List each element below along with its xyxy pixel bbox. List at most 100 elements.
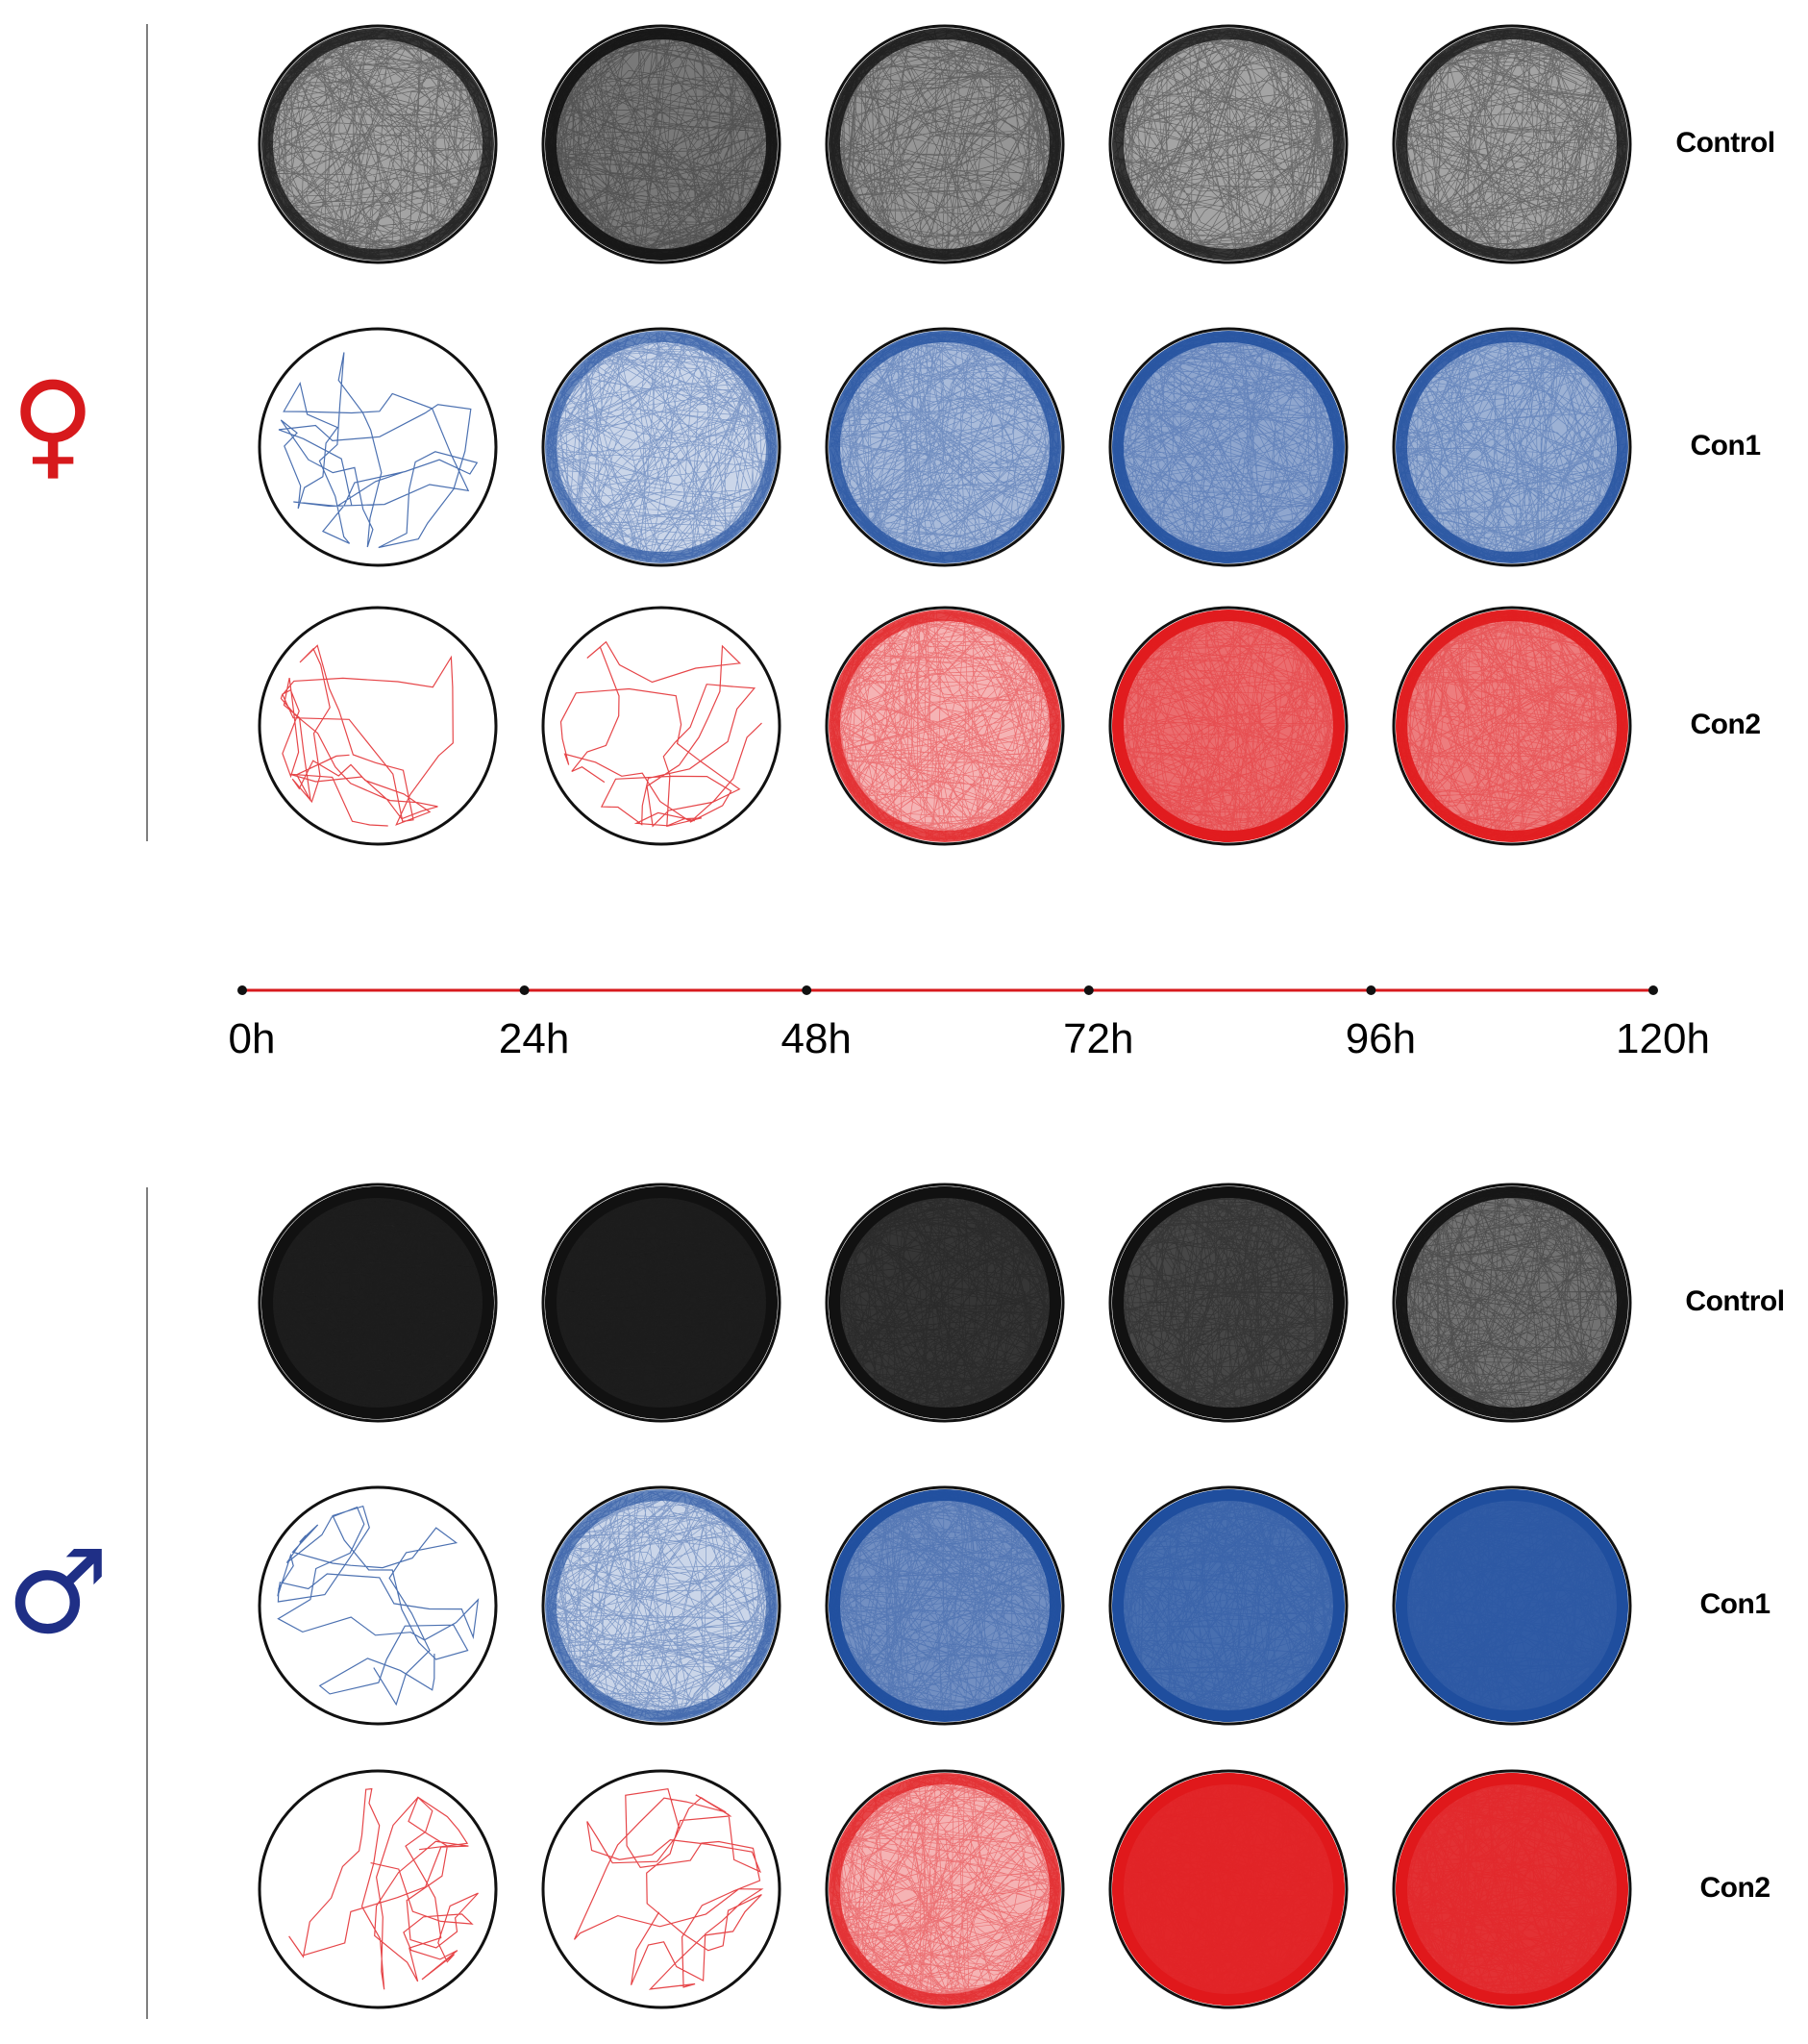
arena-outline xyxy=(541,24,781,264)
trajectory-density xyxy=(1396,1773,1628,2006)
trajectory-plot xyxy=(825,1769,1065,2009)
timeline-tick-dot xyxy=(237,985,247,995)
group-label: Con1 xyxy=(1691,430,1761,461)
trajectory-rim xyxy=(1396,610,1628,842)
trajectory-overlay xyxy=(1396,332,1627,562)
arena-outline xyxy=(258,1485,498,1726)
group-label: Control xyxy=(1675,127,1774,159)
trajectory-path xyxy=(280,644,454,827)
trajectory-plot xyxy=(258,327,498,567)
arena-outline xyxy=(825,327,1065,567)
group-row-control: Control xyxy=(258,1183,1785,1423)
arena-outline xyxy=(1392,1183,1632,1423)
trajectory-overlay xyxy=(1113,611,1344,842)
trajectory-plot xyxy=(825,606,1065,846)
timeline-tick-label: 72h xyxy=(1063,1015,1133,1062)
trajectory-rim xyxy=(1112,610,1345,842)
group-label: Con2 xyxy=(1700,1872,1771,1904)
arena-outline xyxy=(825,24,1065,264)
arena-outline xyxy=(1108,1769,1349,2009)
timeline-tick-label: 24h xyxy=(499,1015,569,1062)
timeline-tick-label: 48h xyxy=(780,1015,851,1062)
trajectory-plot xyxy=(1108,1485,1349,1726)
trajectory-rim xyxy=(1112,331,1345,563)
arena-outline xyxy=(1108,327,1349,567)
group-label: Con2 xyxy=(1691,709,1761,740)
group-row-control: Control xyxy=(258,24,1775,264)
trajectory-plot xyxy=(541,1485,781,1726)
arena-background xyxy=(827,26,1063,262)
trajectory-overlay xyxy=(1397,1774,1627,2005)
trajectory-plot xyxy=(541,24,781,264)
trajectory-overlay xyxy=(546,331,777,562)
trajectory-plot xyxy=(1392,24,1632,264)
arena-outline xyxy=(258,327,498,567)
trajectory-plot xyxy=(258,1769,498,2009)
trajectory-rim xyxy=(829,1489,1061,1722)
trajectory-rim xyxy=(545,28,778,261)
arena-outline xyxy=(258,1769,498,2009)
panel-female: ♀ Control Con1 Con2 xyxy=(11,24,1775,846)
trajectory-rim xyxy=(829,1186,1061,1419)
timeline-tick-dot xyxy=(802,985,812,995)
arena-background xyxy=(260,329,496,565)
arena-outline xyxy=(541,327,781,567)
trajectory-rim xyxy=(1396,28,1628,261)
trajectory-plot xyxy=(258,1485,498,1726)
trajectory-plot xyxy=(825,24,1065,264)
trajectory-plot xyxy=(1108,606,1349,846)
trajectory-plot xyxy=(1392,1769,1632,2009)
trajectory-plot xyxy=(825,1485,1065,1726)
trajectory-rim xyxy=(1396,1773,1628,2006)
trajectory-plot xyxy=(825,1183,1065,1423)
timeline-tick-label: 120h xyxy=(1616,1015,1710,1062)
timeline-tick-label: 0h xyxy=(229,1015,276,1062)
arena-outline xyxy=(258,1183,498,1423)
trajectory-plot xyxy=(258,606,498,846)
trajectory-rim xyxy=(1396,331,1628,563)
trajectory-plot xyxy=(1108,24,1349,264)
group-row-con1: Con1 xyxy=(258,327,1761,567)
trajectory-plot xyxy=(1108,327,1349,567)
trajectory-plot xyxy=(541,1769,781,2009)
trajectory-rim xyxy=(545,1489,778,1722)
group-label: Con1 xyxy=(1700,1588,1771,1620)
arena-outline xyxy=(1392,1769,1632,2009)
trajectory-path xyxy=(288,1787,479,1990)
arena-outline xyxy=(1108,1485,1349,1726)
arena-outline xyxy=(541,606,781,846)
trajectory-plot xyxy=(1392,1183,1632,1423)
trajectory-path xyxy=(277,1505,480,1707)
arena-outline xyxy=(541,1183,781,1423)
trajectory-rim xyxy=(261,1186,494,1419)
group-row-con1: Con1 xyxy=(258,1485,1771,1726)
timeline-tick-label: 96h xyxy=(1346,1015,1416,1062)
arena-outline xyxy=(1108,606,1349,846)
trajectory-overlay xyxy=(1113,1186,1344,1418)
trajectory-path xyxy=(278,352,479,549)
arena-outline xyxy=(1108,24,1349,264)
trajectory-plot xyxy=(1108,1183,1349,1423)
timeline-tick-dot xyxy=(519,985,530,995)
trajectory-rim xyxy=(829,331,1061,563)
arena-outline xyxy=(825,606,1065,846)
arena-outline xyxy=(541,1769,781,2009)
arena-outline xyxy=(825,1485,1065,1726)
trajectory-rim xyxy=(1112,1773,1345,2006)
trajectory-path xyxy=(573,1788,764,1990)
trajectory-plot xyxy=(1108,1769,1349,2009)
trajectory-plot xyxy=(541,1183,781,1423)
trajectory-rim xyxy=(829,1773,1061,2006)
trajectory-rim xyxy=(829,28,1061,261)
trajectory-rim xyxy=(545,331,778,563)
group-row-con2: Con2 xyxy=(258,1769,1771,2009)
arena-outline xyxy=(1392,24,1632,264)
trajectory-path xyxy=(559,640,762,828)
arena-background xyxy=(260,608,496,844)
arena-outline xyxy=(1392,606,1632,846)
trajectory-overlay xyxy=(1397,610,1628,842)
trajectory-plot xyxy=(1392,606,1632,846)
trajectory-density xyxy=(545,331,778,563)
trajectory-rim xyxy=(545,1186,778,1419)
trajectory-plot xyxy=(258,1183,498,1423)
